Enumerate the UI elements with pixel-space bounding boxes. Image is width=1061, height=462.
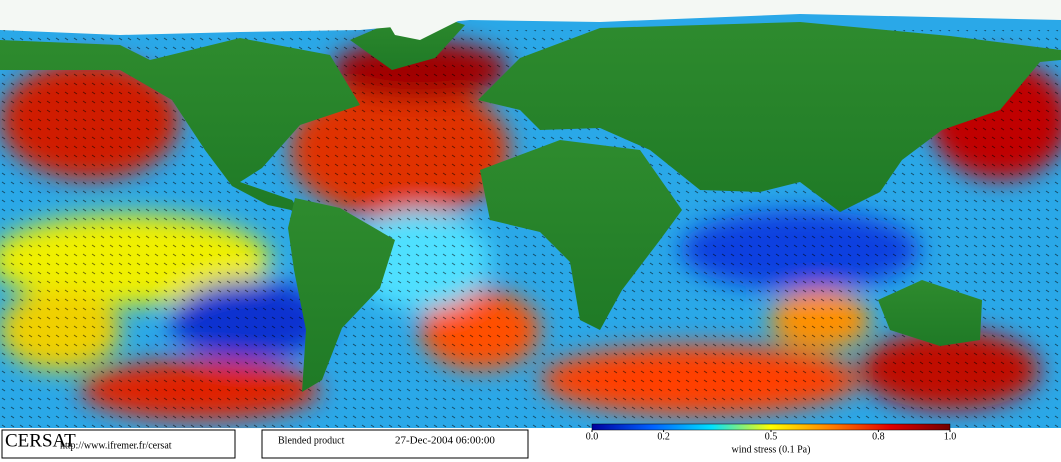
land — [0, 10, 1061, 392]
url: http://www.ifremer.fr/cersat — [60, 440, 172, 451]
credit-box — [1, 429, 236, 459]
colorbar-tick-label: 0.2 — [657, 431, 670, 442]
colorbar-tick-label: 0.5 — [765, 431, 778, 442]
product: Blended product — [278, 435, 345, 446]
logo: CERSAT — [5, 430, 76, 451]
product-box — [261, 429, 529, 459]
datetime: 27-Dec-2004 06:00:00 — [395, 435, 495, 447]
colorbar-label: wind stress (0.1 Pa) — [732, 444, 811, 455]
colorbar-tick-label: 0.0 — [586, 431, 599, 442]
colorbar-tick-label: 1.0 — [944, 431, 957, 442]
colorbar — [591, 423, 951, 431]
colorbar-tick-label: 0.8 — [872, 431, 885, 442]
ice — [0, 0, 1061, 40]
